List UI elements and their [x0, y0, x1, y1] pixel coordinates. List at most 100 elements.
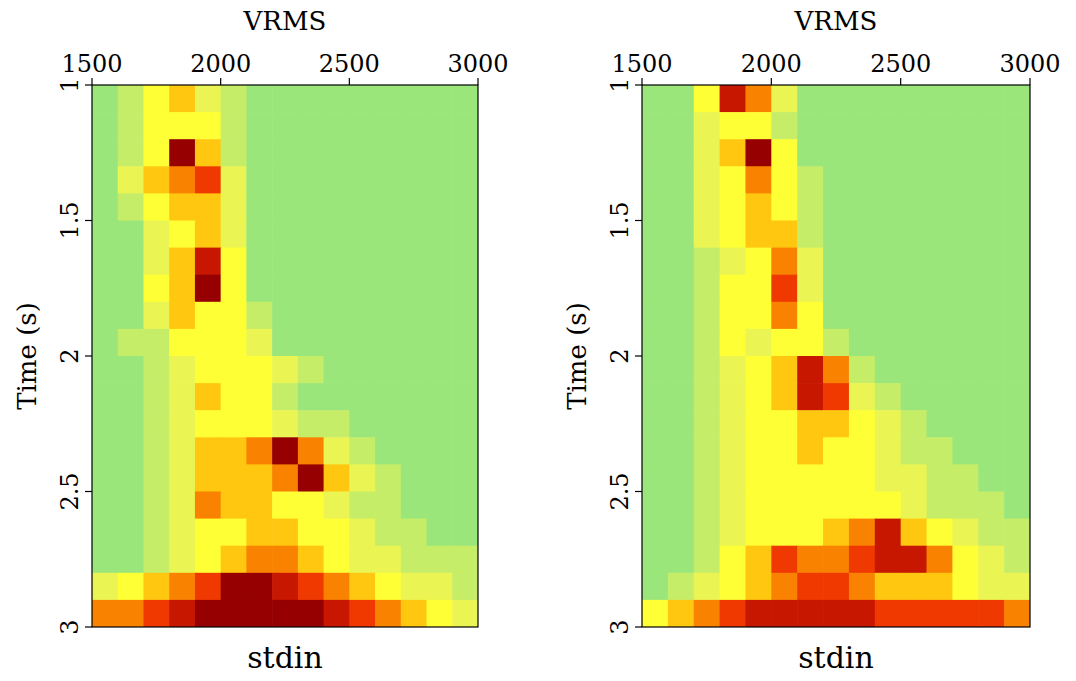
cell: [771, 329, 797, 357]
cell: [771, 356, 797, 384]
cell: [771, 248, 797, 276]
cell: [195, 573, 221, 601]
cell: [324, 464, 350, 492]
cell: [298, 519, 324, 547]
cell: [452, 383, 478, 411]
cell: [375, 600, 401, 627]
cell: [642, 546, 668, 574]
cell: [143, 519, 169, 547]
cell: [452, 85, 478, 113]
cell: [720, 302, 746, 330]
cell: [143, 275, 169, 303]
cell: [927, 600, 953, 627]
cell: [642, 519, 668, 547]
cell: [272, 519, 298, 547]
cell: [668, 193, 694, 221]
cell: [272, 275, 298, 303]
x-tick-label: 2500: [319, 50, 380, 78]
cell: [849, 112, 875, 140]
cell: [745, 383, 771, 411]
cell: [452, 275, 478, 303]
title: stdin: [247, 640, 323, 675]
cell: [349, 519, 375, 547]
cell: [797, 573, 823, 601]
cell: [375, 275, 401, 303]
cell: [298, 112, 324, 140]
cell: [694, 275, 720, 303]
cell: [901, 329, 927, 357]
cell: [952, 85, 978, 113]
cell: [169, 302, 195, 330]
cell: [143, 85, 169, 113]
cell: [401, 519, 427, 547]
cell: [952, 464, 978, 492]
cell: [668, 383, 694, 411]
cell: [952, 248, 978, 276]
cell: [118, 139, 144, 167]
cell: [694, 139, 720, 167]
x-tick: [349, 78, 350, 85]
cell: [771, 437, 797, 465]
cell: [1004, 329, 1030, 357]
cell: [298, 139, 324, 167]
cell: [823, 221, 849, 249]
cell: [1004, 85, 1030, 113]
cell: [978, 248, 1004, 276]
cell: [143, 221, 169, 249]
cell: [668, 600, 694, 627]
cell: [246, 437, 272, 465]
frame: [92, 85, 478, 627]
cell: [978, 329, 1004, 357]
cell: [927, 139, 953, 167]
cell: [978, 573, 1004, 601]
cell: [349, 112, 375, 140]
cell: [92, 437, 118, 465]
x-tick-label: 2000: [741, 50, 802, 78]
cell: [668, 546, 694, 574]
cell: [745, 519, 771, 547]
cell: [169, 573, 195, 601]
cell: [720, 492, 746, 520]
cell: [642, 573, 668, 601]
y-tick: [85, 355, 92, 356]
cell: [797, 166, 823, 194]
cell: [427, 437, 453, 465]
cell: [642, 275, 668, 303]
cell: [246, 492, 272, 520]
cell: [720, 464, 746, 492]
cell: [849, 85, 875, 113]
cell: [875, 410, 901, 438]
cell: [221, 519, 247, 547]
cell: [849, 437, 875, 465]
cell: [324, 437, 350, 465]
cell: [875, 600, 901, 627]
cell: [849, 356, 875, 384]
cell: [668, 275, 694, 303]
cell: [927, 302, 953, 330]
cell: [1004, 573, 1030, 601]
cell: [246, 112, 272, 140]
cell: [195, 546, 221, 574]
y-tick: [85, 491, 92, 492]
cell: [221, 356, 247, 384]
cell: [92, 275, 118, 303]
cell: [720, 139, 746, 167]
cell: [694, 546, 720, 574]
cell: [169, 139, 195, 167]
frame: [642, 85, 1030, 627]
cell: [349, 573, 375, 601]
cell: [375, 139, 401, 167]
cell: [642, 221, 668, 249]
cell: [875, 221, 901, 249]
cell: [720, 600, 746, 627]
cell: [978, 437, 1004, 465]
cell: [875, 85, 901, 113]
cell: [246, 85, 272, 113]
cell: [349, 193, 375, 221]
y-tick-label: 2: [56, 348, 84, 363]
cell: [823, 302, 849, 330]
cell: [118, 112, 144, 140]
cell: [169, 492, 195, 520]
cell: [849, 464, 875, 492]
cell: [324, 302, 350, 330]
